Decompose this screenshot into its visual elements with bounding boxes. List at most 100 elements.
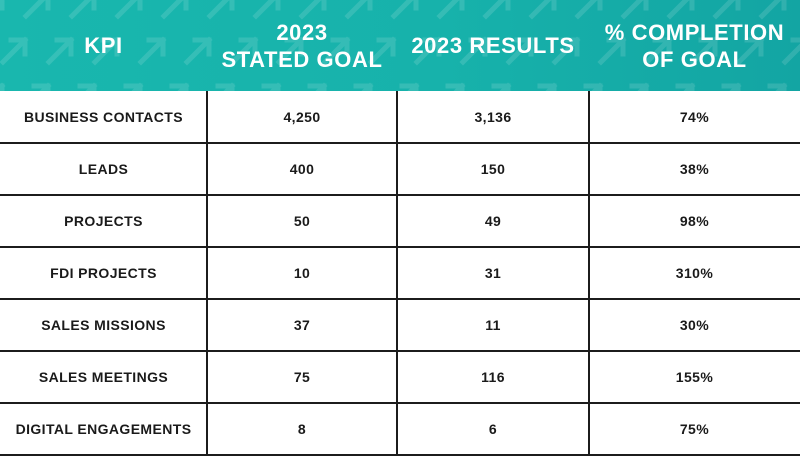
cell-stated-goal: 37 <box>293 317 311 333</box>
cell-completion: 98% <box>679 213 710 229</box>
arrow-motif-icon <box>321 36 351 66</box>
arrow-motif-icon <box>31 82 52 91</box>
table-row: SALES MEETINGS 75 116 155% <box>0 351 800 403</box>
arrow-motif-icon <box>91 36 121 66</box>
cell-completion: 75% <box>679 421 710 437</box>
arrow-motif-icon <box>45 36 75 66</box>
arrow-motif-icon <box>114 0 143 20</box>
arrow-motif-icon <box>169 82 190 91</box>
cell-stated-goal: 10 <box>293 265 311 281</box>
cell-results: 150 <box>480 161 506 177</box>
row-divider <box>0 246 800 248</box>
arrow-motif-icon <box>436 0 465 20</box>
arrow-motif-icon <box>528 0 557 20</box>
column-divider <box>206 91 208 455</box>
arrow-motif-icon <box>491 82 512 91</box>
arrow-motif-icon <box>77 82 98 91</box>
arrow-motif-icon <box>68 0 97 20</box>
arrow-motif-icon <box>735 36 765 66</box>
header-results: 2023 RESULTS <box>411 33 575 58</box>
table-row: DIGITAL ENGAGEMENTS 8 6 75% <box>0 403 800 455</box>
arrow-motif-icon <box>574 0 603 20</box>
arrow-motif-icon <box>666 0 695 20</box>
arrow-motif-icon <box>0 36 29 66</box>
header-kpi: KPI <box>84 33 123 58</box>
arrow-motif-icon <box>367 36 397 66</box>
arrow-motif-icon <box>482 0 511 20</box>
table-row: LEADS 400 150 38% <box>0 143 800 195</box>
cell-stated-goal: 4,250 <box>283 109 321 125</box>
arrow-motif-icon <box>275 36 305 66</box>
cell-results: 49 <box>484 213 502 229</box>
arrow-motif-icon <box>551 36 581 66</box>
cell-kpi: DIGITAL ENGAGEMENTS <box>15 421 192 437</box>
cell-completion: 38% <box>679 161 710 177</box>
arrow-motif-icon <box>307 82 328 91</box>
cell-kpi: SALES MEETINGS <box>38 369 169 385</box>
arrow-motif-icon <box>261 82 282 91</box>
arrow-motif-icon <box>160 0 189 20</box>
arrow-motif-icon <box>344 0 373 20</box>
cell-kpi: BUSINESS CONTACTS <box>24 109 183 125</box>
cell-completion: 155% <box>675 369 714 385</box>
column-divider <box>396 91 398 455</box>
arrow-motif-icon <box>229 36 259 66</box>
arrow-motif-icon <box>298 0 327 20</box>
arrow-pattern <box>0 0 800 91</box>
arrow-motif-icon <box>215 82 236 91</box>
cell-stated-goal: 8 <box>297 421 307 437</box>
arrow-motif-icon <box>675 82 696 91</box>
table-row: SALES MISSIONS 37 11 30% <box>0 299 800 351</box>
cell-completion: 74% <box>679 109 710 125</box>
arrow-motif-icon <box>620 0 649 20</box>
arrow-motif-icon <box>137 36 167 66</box>
header-stated-goal: 2023 STATED GOAL <box>221 19 383 72</box>
arrow-motif-icon <box>597 36 627 66</box>
arrow-motif-icon <box>505 36 535 66</box>
cell-stated-goal: 400 <box>289 161 315 177</box>
cell-kpi: FDI PROJECTS <box>50 265 157 281</box>
cell-results: 11 <box>485 317 501 333</box>
arrow-motif-icon <box>445 82 466 91</box>
cell-stated-goal: 50 <box>293 213 311 229</box>
arrow-motif-icon <box>459 36 489 66</box>
cell-results: 116 <box>481 369 505 385</box>
arrow-motif-icon <box>583 82 604 91</box>
arrow-motif-icon <box>781 37 800 66</box>
arrow-motif-icon <box>413 36 443 66</box>
arrow-motif-icon <box>712 0 741 20</box>
arrow-motif-icon <box>183 36 213 66</box>
arrow-motif-icon <box>629 82 650 91</box>
arrow-motif-icon <box>643 36 673 66</box>
arrow-motif-icon <box>0 0 5 11</box>
arrow-motif-icon <box>767 82 788 91</box>
table-row: BUSINESS CONTACTS 4,250 3,136 74% <box>0 91 800 143</box>
arrow-motif-icon <box>537 82 558 91</box>
row-divider <box>0 402 800 404</box>
arrow-motif-icon <box>689 36 719 66</box>
row-divider <box>0 298 800 300</box>
cell-kpi: PROJECTS <box>64 213 143 229</box>
cell-results: 6 <box>488 421 498 437</box>
table-row: FDI PROJECTS 10 31 310% <box>0 247 800 299</box>
cell-kpi: SALES MISSIONS <box>41 317 166 333</box>
row-divider <box>0 194 800 196</box>
arrow-motif-icon <box>758 0 787 20</box>
header-completion: % COMPLETION OF GOAL <box>604 19 785 72</box>
cell-completion: 310% <box>675 265 714 281</box>
arrow-motif-icon <box>721 82 742 91</box>
arrow-motif-icon <box>399 82 420 91</box>
cell-results: 31 <box>484 265 502 281</box>
row-divider <box>0 142 800 144</box>
arrow-motif-icon <box>0 82 6 91</box>
arrow-motif-icon <box>123 82 144 91</box>
arrow-motif-icon <box>22 0 51 20</box>
arrow-motif-icon <box>206 0 235 20</box>
row-divider <box>0 350 800 352</box>
arrow-motif-icon <box>252 0 281 20</box>
cell-results: 3,136 <box>474 109 512 125</box>
table-row: PROJECTS 50 49 98% <box>0 195 800 247</box>
cell-stated-goal: 75 <box>293 369 311 385</box>
arrow-motif-icon <box>353 82 374 91</box>
